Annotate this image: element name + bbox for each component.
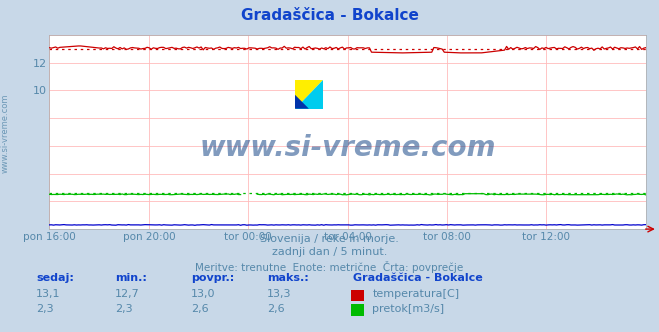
- Text: www.si-vreme.com: www.si-vreme.com: [1, 93, 10, 173]
- Text: maks.:: maks.:: [267, 273, 308, 283]
- Text: 13,0: 13,0: [191, 289, 215, 299]
- Text: sedaj:: sedaj:: [36, 273, 74, 283]
- Polygon shape: [295, 95, 309, 109]
- Text: 2,3: 2,3: [36, 304, 54, 314]
- Text: Meritve: trenutne  Enote: metrične  Črta: povprečje: Meritve: trenutne Enote: metrične Črta: …: [195, 261, 464, 273]
- Text: temperatura[C]: temperatura[C]: [372, 289, 459, 299]
- Text: min.:: min.:: [115, 273, 147, 283]
- Text: Gradaščica - Bokalce: Gradaščica - Bokalce: [241, 8, 418, 23]
- Text: 13,1: 13,1: [36, 289, 61, 299]
- Text: pretok[m3/s]: pretok[m3/s]: [372, 304, 444, 314]
- Text: 2,6: 2,6: [191, 304, 209, 314]
- Polygon shape: [295, 80, 323, 109]
- Text: 2,3: 2,3: [115, 304, 133, 314]
- Text: zadnji dan / 5 minut.: zadnji dan / 5 minut.: [272, 247, 387, 257]
- Text: Gradaščica - Bokalce: Gradaščica - Bokalce: [353, 273, 482, 283]
- Text: 12,7: 12,7: [115, 289, 140, 299]
- Text: Slovenija / reke in morje.: Slovenija / reke in morje.: [260, 234, 399, 244]
- Text: povpr.:: povpr.:: [191, 273, 235, 283]
- Text: 2,6: 2,6: [267, 304, 285, 314]
- Text: 13,3: 13,3: [267, 289, 291, 299]
- Polygon shape: [295, 80, 323, 109]
- Text: www.si-vreme.com: www.si-vreme.com: [200, 133, 496, 161]
